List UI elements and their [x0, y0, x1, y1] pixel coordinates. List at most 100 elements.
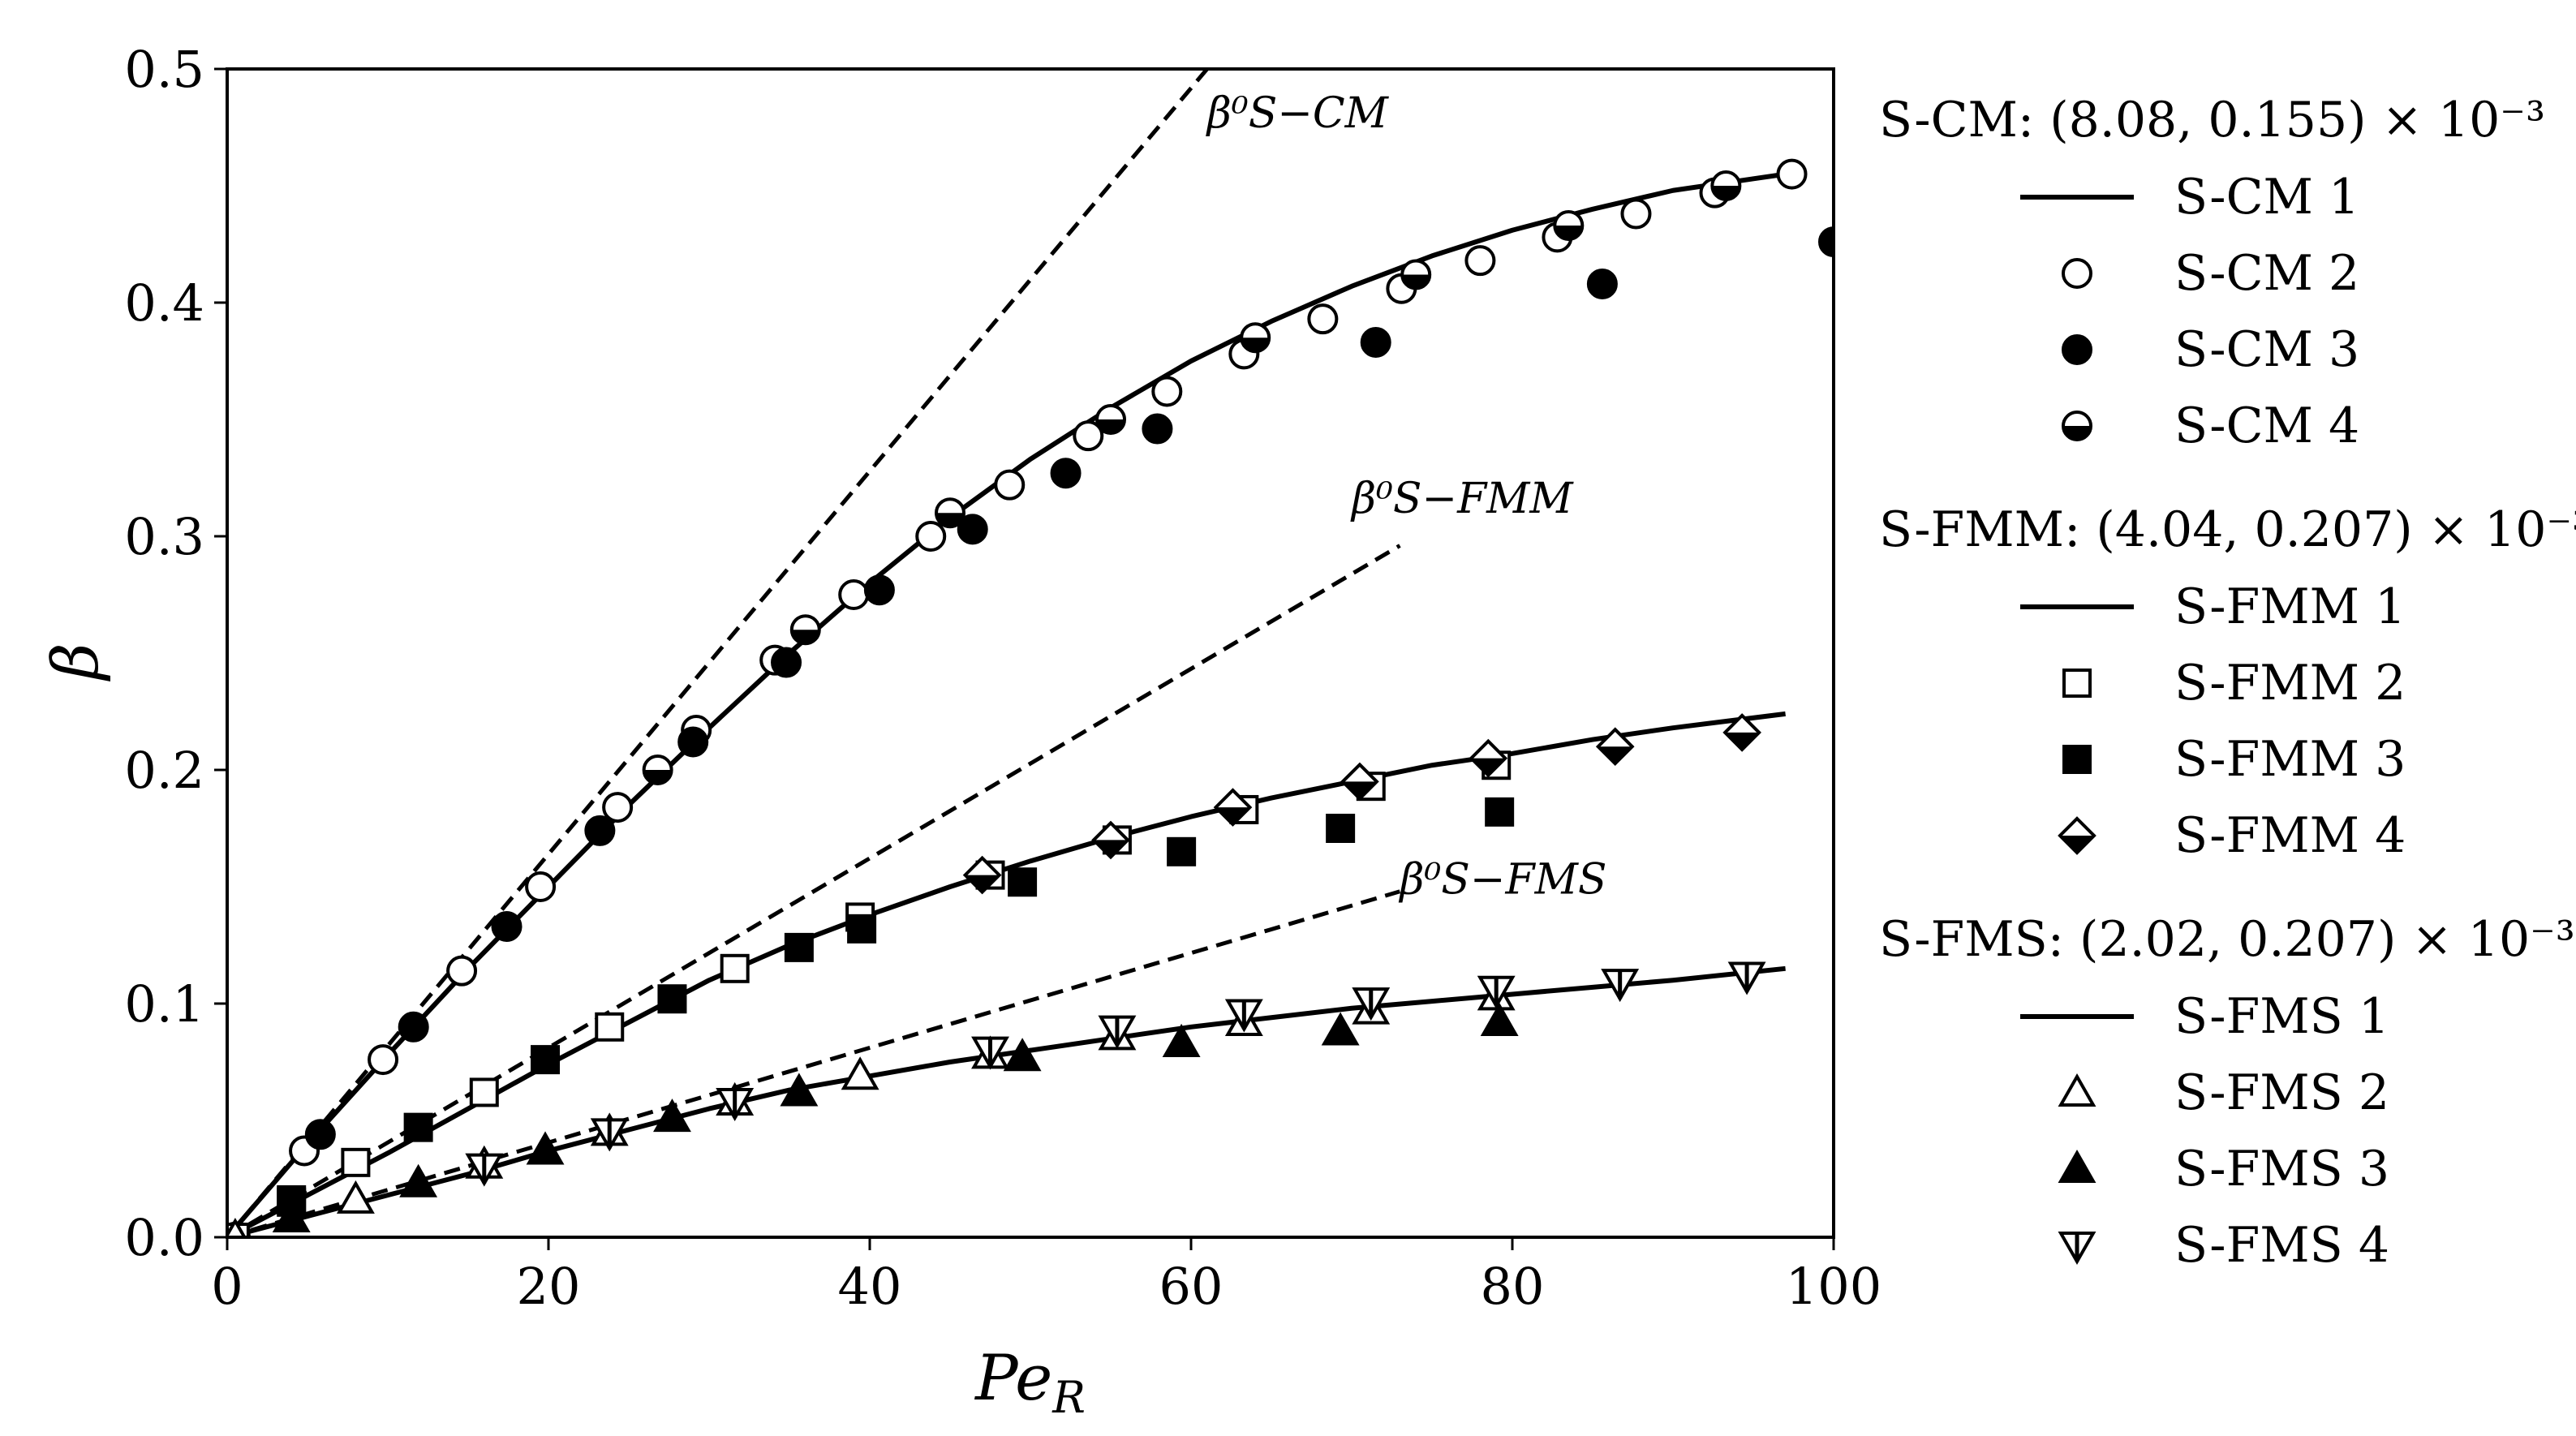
- data-point-s-cm-4: [1095, 404, 1126, 435]
- legend-swatch-s-fms-3: [2058, 1149, 2096, 1183]
- data-point-s-cm-2: [446, 955, 478, 987]
- data-point-s-cm-2: [838, 579, 870, 610]
- data-point-s-fmm-4: [1340, 762, 1379, 802]
- data-point-s-fms-4: [1477, 975, 1516, 1009]
- legend-swatch-s-fmm-4: [2058, 816, 2096, 855]
- data-point-s-cm-3: [863, 574, 895, 606]
- data-point-s-fms-2: [841, 1056, 879, 1090]
- legend-swatch-s-cm-2: [2062, 258, 2092, 289]
- data-point-s-fmm-3: [1008, 867, 1038, 897]
- y-tick-label: 0.0: [124, 1208, 204, 1267]
- data-point-s-fmm-3: [657, 984, 687, 1014]
- legend-group-title: S-FMS: (2.02, 0.207) × 10⁻³: [1879, 911, 2575, 968]
- data-point-s-cm-2: [915, 521, 947, 552]
- data-point-s-cm-2: [368, 1044, 399, 1076]
- legend-label-s-fmm-3: S-FMM 3: [2174, 731, 2406, 788]
- data-point-s-fms-3: [399, 1163, 438, 1197]
- legend-group-title: S-FMM: (4.04, 0.207) × 10⁻³: [1879, 501, 2576, 558]
- legend-label-s-fms-1: S-FMS 1: [2174, 988, 2389, 1045]
- plot-frame: [226, 67, 1835, 1239]
- data-point-s-fms-4: [1098, 1015, 1137, 1049]
- legend-label-s-fmm-1: S-FMM 1: [2174, 578, 2406, 635]
- data-point-s-cm-4: [642, 755, 673, 785]
- reference-line-0-s-cm: [227, 69, 1209, 1237]
- reference-line-0-s-fmm: [227, 544, 1401, 1237]
- legend-label-s-fms-4: S-FMS 4: [2174, 1217, 2389, 1274]
- data-point-s-cm-2: [1151, 376, 1183, 407]
- data-point-s-fms-3: [653, 1098, 691, 1133]
- y-tick-label: 0.5: [124, 40, 204, 99]
- data-point-s-cm-3: [398, 1011, 429, 1043]
- data-point-s-fms-2: [227, 1217, 247, 1237]
- x-tick-label: 60: [1159, 1257, 1223, 1316]
- data-point-s-cm-3: [957, 514, 988, 545]
- data-point-s-cm-3: [1050, 458, 1082, 489]
- data-point-s-fms-3: [1480, 1003, 1519, 1037]
- x-tick-label: 40: [838, 1257, 902, 1316]
- data-point-s-fms-4: [590, 1118, 629, 1152]
- data-point-s-fmm-4: [1722, 713, 1761, 752]
- data-point-s-fmm-2: [595, 1012, 625, 1042]
- data-point-s-cm-3: [1818, 226, 1834, 258]
- data-point-s-fms-3: [526, 1131, 565, 1165]
- series-line-s-cm-1: [227, 171, 1787, 1237]
- legend-swatch-s-fms-2: [2058, 1073, 2096, 1107]
- data-point-s-fms-4: [716, 1087, 755, 1121]
- data-point-s-cm-3: [584, 815, 616, 846]
- annotation-label: β⁰S−CM: [1206, 89, 1390, 138]
- x-axis-title: PeR: [974, 1342, 1086, 1423]
- data-point-s-fmm-3: [847, 914, 877, 944]
- legend-swatch-s-fms-4: [2058, 1232, 2096, 1266]
- data-point-s-fmm-4: [1595, 727, 1635, 767]
- data-point-s-cm-2: [602, 792, 634, 823]
- data-point-s-cm-3: [491, 910, 523, 942]
- data-point-s-fms-4: [1601, 969, 1640, 1003]
- x-tick-label: 80: [1481, 1257, 1545, 1316]
- data-point-s-fmm-2: [469, 1077, 499, 1107]
- y-tick-label: 0.2: [124, 741, 204, 800]
- legend-swatch-s-fmm-3: [2062, 745, 2092, 774]
- legend-label-s-fmm-2: S-FMM 2: [2174, 655, 2406, 712]
- legend-label-s-cm-3: S-CM 3: [2174, 321, 2359, 378]
- y-tick-label: 0.1: [124, 974, 204, 1034]
- legend-swatch-s-cm-4: [2062, 411, 2092, 441]
- axis-labels: PeR β β⁰S−CM β⁰S−FMM β⁰S−FMS: [40, 89, 1606, 1423]
- data-point-s-cm-4: [1240, 322, 1271, 354]
- legend-label-s-cm-4: S-CM 4: [2174, 398, 2359, 454]
- data-point-s-fmm-3: [1485, 797, 1515, 827]
- x-tick-label: 0: [211, 1257, 243, 1316]
- data-point-s-fms-3: [1162, 1023, 1201, 1057]
- legend-label-s-cm-2: S-CM 2: [2174, 245, 2359, 302]
- data-point-s-fmm-2: [341, 1147, 371, 1177]
- y-tick-label: 0.3: [124, 507, 204, 566]
- data-point-s-cm-2: [1464, 245, 1496, 277]
- data-point-s-cm-4: [1400, 259, 1432, 290]
- legend-group-title: S-CM: (8.08, 0.155) × 10⁻³: [1879, 92, 2545, 148]
- data-point-s-cm-4: [1553, 209, 1585, 241]
- data-point-s-fms-4: [971, 1036, 1009, 1070]
- legend-swatch-s-cm-3: [2062, 334, 2092, 365]
- legend-label-s-fmm-4: S-FMM 4: [2174, 807, 2406, 864]
- x-tick-label: 20: [517, 1257, 581, 1316]
- data-point-s-cm-4: [935, 497, 965, 529]
- data-point-s-cm-3: [1142, 413, 1173, 445]
- data-point-s-fms-4: [1727, 961, 1766, 995]
- legend-swatch-s-fmm-2: [2062, 669, 2092, 698]
- data-point-s-cm-2: [1073, 420, 1104, 452]
- data-point-s-cm-2: [1307, 303, 1339, 335]
- data-point-s-fmm-3: [531, 1045, 561, 1075]
- data-point-s-fms-3: [1321, 1012, 1360, 1046]
- plot-area: [227, 69, 1834, 1237]
- data-point-s-cm-2: [1776, 158, 1808, 190]
- legend: S-CM: (8.08, 0.155) × 10⁻³ S-CM 1 S-CM 2 S-…: [1879, 92, 2576, 1274]
- data-point-s-cm-2: [525, 871, 557, 902]
- axes: 0 20 40 60 80 100 0.0 0.1 0.2 0.3 0.4 0.5: [124, 40, 1881, 1316]
- data-point-s-fmm-3: [784, 932, 814, 962]
- data-point-s-fmm-4: [1213, 788, 1253, 827]
- data-point-s-fmm-3: [1167, 836, 1197, 866]
- data-point-s-fmm-2: [720, 953, 750, 983]
- legend-label-s-fms-3: S-FMS 3: [2174, 1141, 2389, 1197]
- data-point-s-cm-4: [1710, 170, 1742, 201]
- annotation-label: β⁰S−FMS: [1398, 856, 1606, 905]
